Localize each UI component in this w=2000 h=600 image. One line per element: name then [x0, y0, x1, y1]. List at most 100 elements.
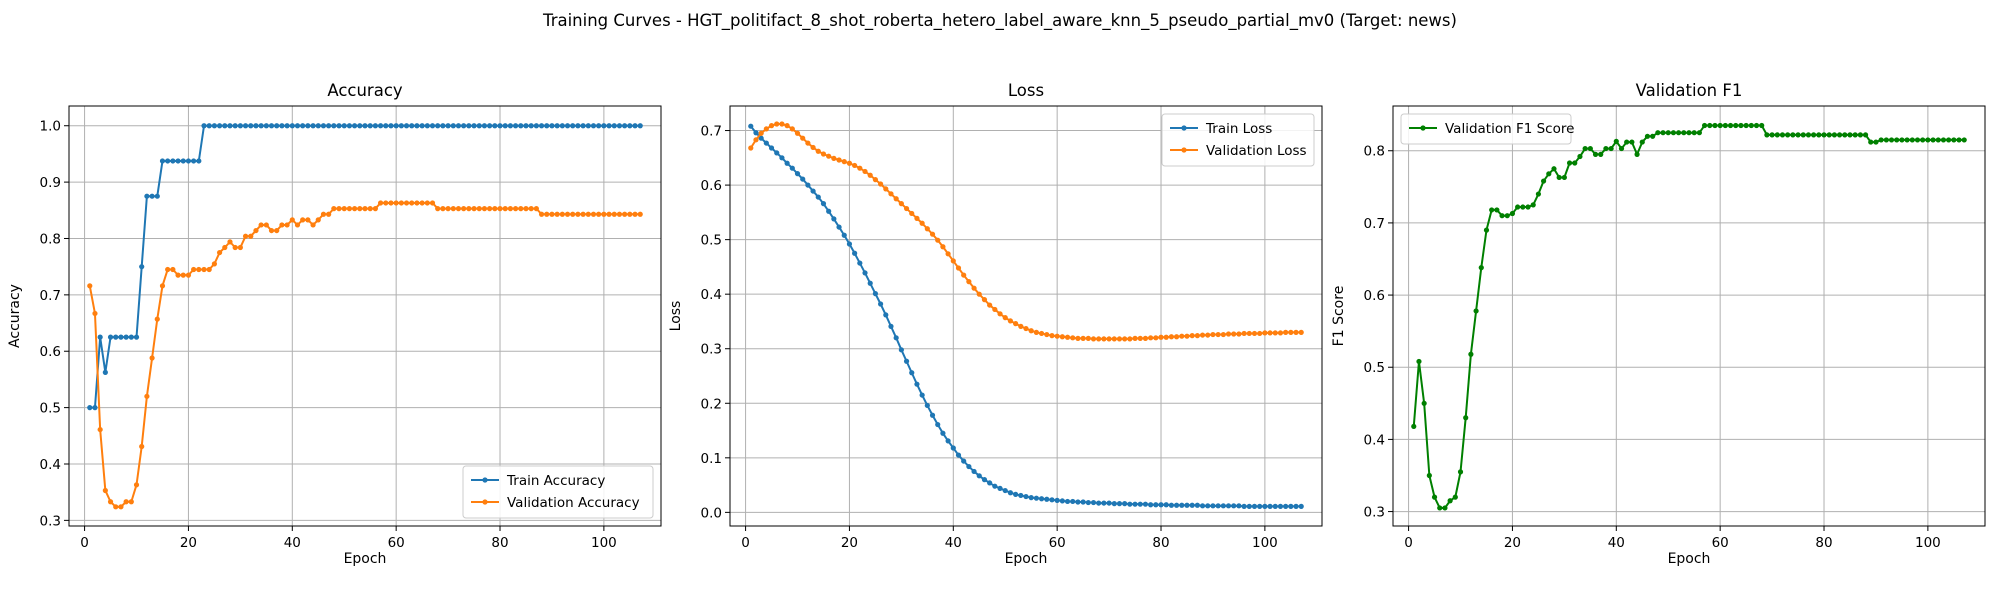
- data-point: [601, 123, 607, 129]
- data-point: [1707, 122, 1713, 129]
- legend-label: Validation Accuracy: [507, 495, 640, 511]
- data-point: [1018, 323, 1024, 329]
- data-point: [935, 237, 941, 243]
- data-point: [113, 504, 119, 510]
- data-point: [1650, 133, 1656, 139]
- data-point: [206, 266, 212, 273]
- y-tick-label: 0.8: [1364, 144, 1385, 160]
- x-tick-label: 20: [180, 535, 197, 551]
- data-point: [1236, 503, 1242, 509]
- data-point: [763, 126, 769, 132]
- data-point: [1277, 330, 1284, 336]
- data-point: [971, 285, 977, 291]
- data-point: [398, 200, 404, 206]
- data-point: [528, 206, 534, 212]
- data-point: [320, 123, 327, 129]
- data-point: [1670, 130, 1677, 136]
- data-point: [1148, 502, 1154, 508]
- data-point: [1018, 492, 1024, 499]
- x-tick-label: 60: [388, 535, 405, 551]
- data-point: [903, 358, 910, 364]
- data-point: [222, 123, 228, 129]
- data-point: [1101, 336, 1107, 342]
- data-point: [622, 123, 628, 129]
- data-point: [1416, 358, 1422, 365]
- data-point: [924, 226, 930, 232]
- data-point: [1194, 333, 1200, 339]
- data-point: [1717, 122, 1723, 129]
- data-point: [992, 306, 998, 313]
- data-point: [450, 123, 456, 129]
- data-point: [596, 123, 602, 129]
- data-point: [1225, 331, 1232, 337]
- data-point: [403, 200, 410, 206]
- data-point: [1930, 137, 1936, 143]
- data-point: [1540, 178, 1547, 184]
- data-point: [315, 217, 321, 223]
- x-axis-label: Epoch: [1005, 551, 1048, 567]
- data-point: [1002, 487, 1008, 494]
- data-point: [455, 123, 462, 129]
- data-point: [1163, 334, 1169, 340]
- data-point: [826, 208, 832, 214]
- data-point: [1759, 122, 1765, 129]
- data-point: [872, 291, 879, 297]
- data-point: [852, 162, 858, 169]
- legend-label: Train Loss: [1205, 121, 1272, 137]
- data-point: [492, 206, 498, 212]
- data-point: [1101, 500, 1107, 506]
- data-point: [1489, 207, 1495, 213]
- data-point: [435, 123, 441, 129]
- data-point: [632, 123, 638, 129]
- data-point: [857, 260, 863, 266]
- data-point: [1189, 333, 1195, 339]
- data-point: [846, 241, 853, 247]
- data-point: [1821, 132, 1827, 138]
- data-point: [815, 194, 821, 200]
- data-point: [549, 123, 555, 129]
- data-point: [992, 483, 998, 489]
- data-point: [518, 123, 524, 129]
- data-point: [1598, 151, 1604, 157]
- data-point: [1925, 137, 1931, 143]
- data-point: [154, 193, 160, 199]
- y-axis-label: F1 Score: [1331, 286, 1347, 347]
- data-point: [570, 123, 576, 129]
- data-point: [590, 123, 597, 129]
- data-point: [258, 123, 264, 129]
- data-point: [1785, 132, 1791, 138]
- data-point: [570, 211, 576, 217]
- data-point: [1572, 160, 1578, 166]
- data-point: [1676, 130, 1682, 136]
- data-point: [1262, 330, 1268, 336]
- data-point: [388, 123, 394, 129]
- data-point: [940, 430, 946, 436]
- data-point: [987, 302, 993, 308]
- data-point: [1447, 498, 1453, 504]
- data-point: [248, 123, 254, 129]
- data-point: [196, 266, 202, 273]
- data-point: [492, 123, 498, 129]
- data-point: [149, 355, 155, 361]
- x-axis-label: Epoch: [1668, 551, 1711, 567]
- legend-marker: [1181, 147, 1187, 153]
- data-point: [128, 334, 134, 340]
- data-point: [1267, 330, 1273, 336]
- data-point: [118, 504, 124, 510]
- data-point: [1701, 122, 1708, 129]
- data-point: [1199, 503, 1206, 509]
- data-point: [1779, 132, 1786, 138]
- data-point: [1246, 330, 1252, 337]
- x-tick-label: 0: [80, 535, 89, 551]
- y-tick-label: 0.3: [1364, 505, 1385, 521]
- data-point: [175, 158, 181, 164]
- series-line: [89, 124, 641, 409]
- data-point: [1142, 335, 1149, 341]
- axes-frame: [729, 105, 1323, 527]
- data-point: [955, 452, 962, 458]
- data-point: [227, 123, 233, 129]
- data-point: [1442, 505, 1448, 511]
- data-point: [305, 217, 311, 223]
- data-point: [1283, 329, 1289, 335]
- data-point: [622, 211, 628, 217]
